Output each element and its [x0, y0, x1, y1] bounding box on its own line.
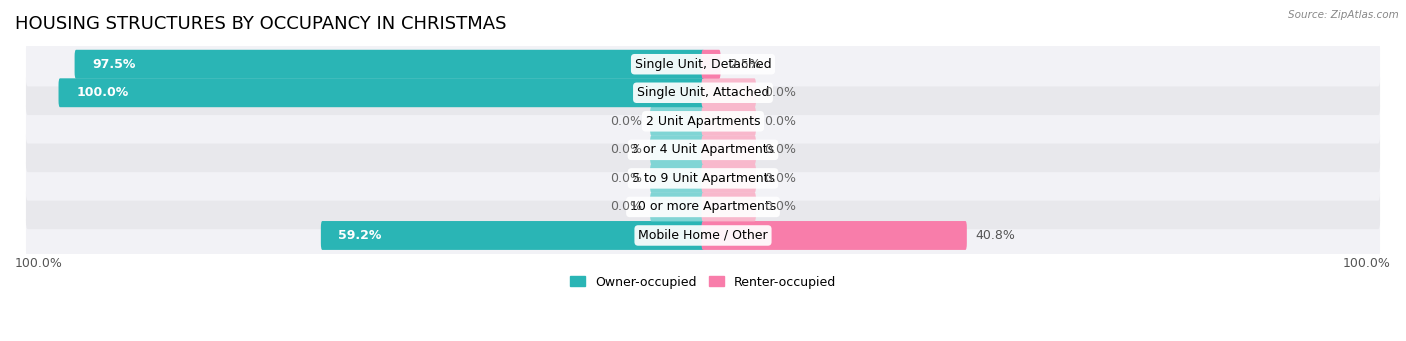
- Text: 0.0%: 0.0%: [610, 172, 643, 185]
- Text: Single Unit, Detached: Single Unit, Detached: [634, 58, 772, 71]
- Text: Source: ZipAtlas.com: Source: ZipAtlas.com: [1288, 10, 1399, 20]
- FancyBboxPatch shape: [702, 192, 756, 221]
- FancyBboxPatch shape: [59, 78, 704, 107]
- FancyBboxPatch shape: [75, 50, 704, 79]
- FancyBboxPatch shape: [25, 99, 1381, 144]
- Text: 0.0%: 0.0%: [763, 201, 796, 213]
- Text: 0.0%: 0.0%: [763, 115, 796, 128]
- FancyBboxPatch shape: [321, 221, 704, 250]
- FancyBboxPatch shape: [25, 71, 1381, 115]
- FancyBboxPatch shape: [650, 107, 704, 136]
- Text: Mobile Home / Other: Mobile Home / Other: [638, 229, 768, 242]
- Text: 100.0%: 100.0%: [1343, 257, 1391, 270]
- Text: 0.0%: 0.0%: [610, 115, 643, 128]
- Legend: Owner-occupied, Renter-occupied: Owner-occupied, Renter-occupied: [565, 271, 841, 294]
- FancyBboxPatch shape: [650, 135, 704, 164]
- FancyBboxPatch shape: [25, 213, 1381, 258]
- Text: 0.0%: 0.0%: [763, 86, 796, 99]
- Text: Single Unit, Attached: Single Unit, Attached: [637, 86, 769, 99]
- FancyBboxPatch shape: [25, 156, 1381, 201]
- Text: 100.0%: 100.0%: [15, 257, 63, 270]
- Text: 10 or more Apartments: 10 or more Apartments: [630, 201, 776, 213]
- Text: HOUSING STRUCTURES BY OCCUPANCY IN CHRISTMAS: HOUSING STRUCTURES BY OCCUPANCY IN CHRIS…: [15, 15, 506, 33]
- FancyBboxPatch shape: [25, 42, 1381, 87]
- FancyBboxPatch shape: [650, 164, 704, 193]
- Text: 100.0%: 100.0%: [76, 86, 128, 99]
- Text: 5 to 9 Unit Apartments: 5 to 9 Unit Apartments: [631, 172, 775, 185]
- FancyBboxPatch shape: [702, 78, 756, 107]
- FancyBboxPatch shape: [702, 135, 756, 164]
- Text: 59.2%: 59.2%: [339, 229, 382, 242]
- Text: 0.0%: 0.0%: [763, 172, 796, 185]
- Text: 2 Unit Apartments: 2 Unit Apartments: [645, 115, 761, 128]
- Text: 0.0%: 0.0%: [610, 201, 643, 213]
- FancyBboxPatch shape: [702, 50, 720, 79]
- Text: 40.8%: 40.8%: [974, 229, 1015, 242]
- FancyBboxPatch shape: [702, 221, 967, 250]
- Text: 0.0%: 0.0%: [610, 143, 643, 156]
- FancyBboxPatch shape: [702, 164, 756, 193]
- FancyBboxPatch shape: [702, 107, 756, 136]
- Text: 0.0%: 0.0%: [763, 143, 796, 156]
- Text: 2.5%: 2.5%: [728, 58, 761, 71]
- FancyBboxPatch shape: [25, 185, 1381, 229]
- FancyBboxPatch shape: [25, 128, 1381, 172]
- FancyBboxPatch shape: [650, 192, 704, 221]
- Text: 3 or 4 Unit Apartments: 3 or 4 Unit Apartments: [631, 143, 775, 156]
- Text: 97.5%: 97.5%: [93, 58, 135, 71]
